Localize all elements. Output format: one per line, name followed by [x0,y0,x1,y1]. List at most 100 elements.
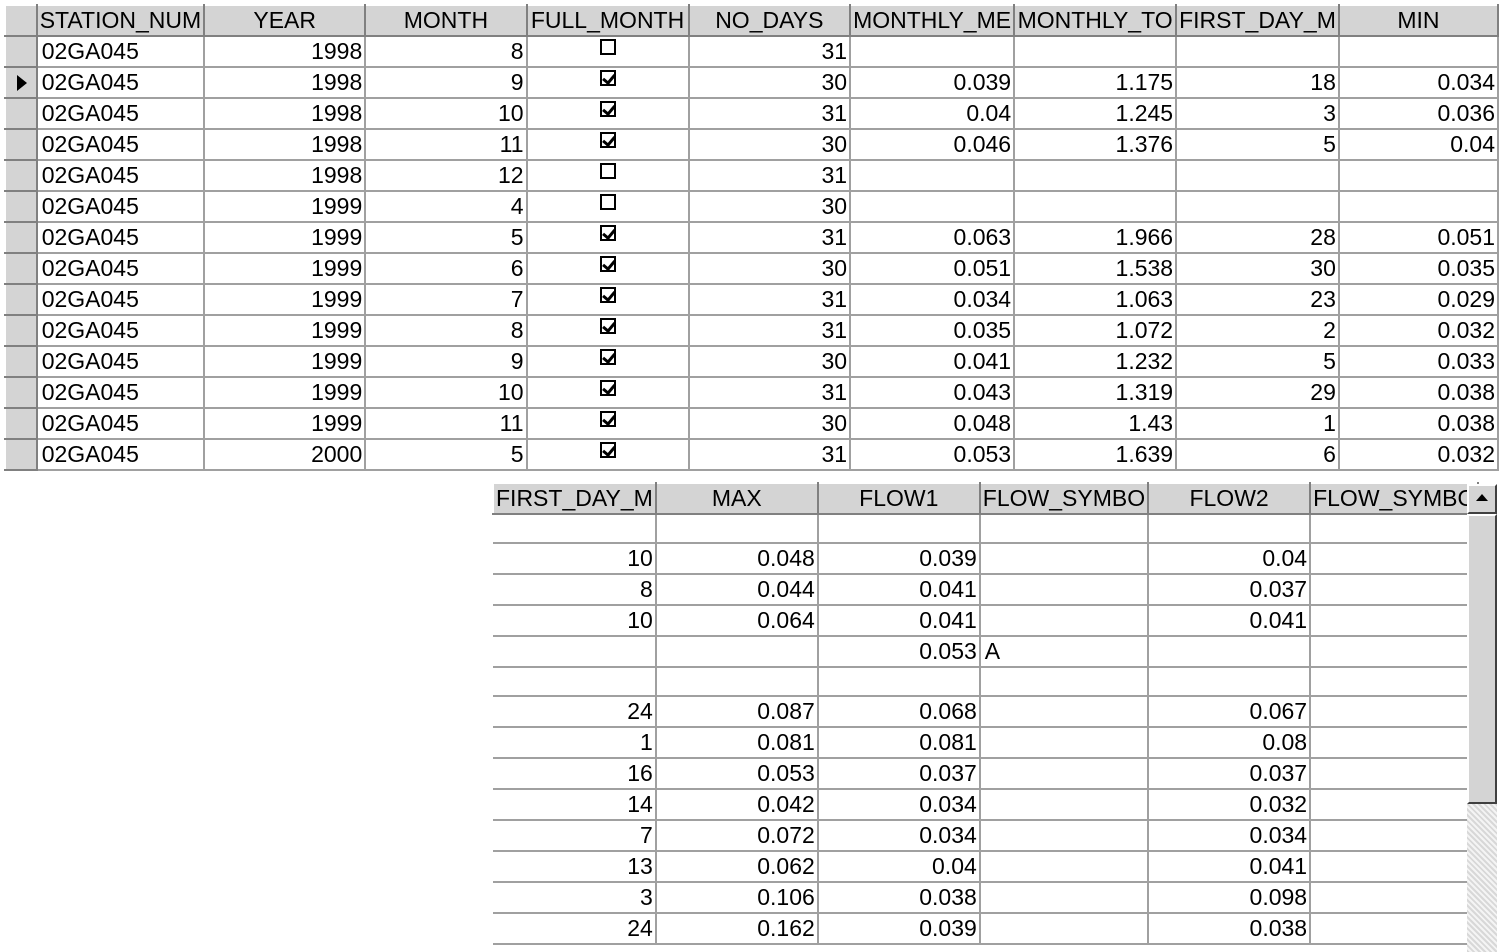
cell-month[interactable]: 5 [365,439,528,471]
cell-station-num[interactable]: 02GA045 [36,191,206,223]
cell-flow1[interactable] [817,667,981,697]
cell-monthly-me[interactable] [850,191,1016,223]
cell-no-days[interactable]: 31 [688,315,852,347]
cell-flow1[interactable]: 0.037 [817,758,981,790]
cell-station-num[interactable]: 02GA045 [36,98,206,130]
full-month-checkbox-cell[interactable] [526,222,690,254]
cell-flow-symbo[interactable] [1310,514,1480,544]
checked-checkbox-icon[interactable] [599,132,616,148]
row-selector[interactable] [4,314,38,347]
cell-flow2[interactable]: 0.037 [1148,574,1312,606]
table-row[interactable]: 02GA045 1998 12 31 [4,159,1499,192]
table-row[interactable]: 02GA045 1998 9 30 0.039 1.175 18 0.034 [4,66,1499,99]
table-row[interactable]: 02GA045 1998 8 31 [4,35,1499,68]
table-row[interactable]: 02GA045 1999 5 31 0.063 1.966 28 0.051 [4,221,1499,254]
cell-month[interactable]: 9 [365,67,528,99]
cell-flow1[interactable]: 0.081 [817,727,981,759]
cell-monthly-to[interactable]: 1.175 [1014,67,1178,99]
cell-min[interactable]: 0.033 [1338,346,1499,378]
cell-month[interactable]: 5 [365,222,528,254]
checked-checkbox-icon[interactable] [599,349,616,365]
cell-no-days[interactable]: 31 [688,284,852,316]
cell-flow-symbo[interactable] [979,696,1150,728]
cell-monthly-me[interactable]: 0.039 [850,67,1016,99]
cell-monthly-me[interactable]: 0.04 [850,98,1016,130]
checked-checkbox-icon[interactable] [599,70,616,86]
cell-monthly-to[interactable]: 1.319 [1014,377,1178,409]
cell-first-day-m[interactable]: 8 [493,574,657,606]
table-row[interactable]: 02GA045 1998 10 31 0.04 1.245 3 0.036 [4,97,1499,130]
cell-max[interactable]: 0.081 [655,727,819,759]
cell-flow-symbo[interactable] [979,543,1150,575]
full-month-checkbox-cell[interactable] [526,439,690,471]
cell-month[interactable]: 10 [365,377,528,409]
cell-month[interactable]: 11 [365,129,528,161]
cell-flow2[interactable]: 0.038 [1148,913,1312,945]
cell-min[interactable]: 0.035 [1338,253,1499,285]
full-month-checkbox-cell[interactable] [526,36,690,68]
cell-flow2[interactable] [1148,667,1312,697]
checked-checkbox-icon[interactable] [599,380,616,396]
checked-checkbox-icon[interactable] [599,287,616,303]
cell-max[interactable]: 0.053 [655,758,819,790]
row-selector[interactable] [4,376,38,409]
flow-data-grid[interactable]: FIRST_DAY_M MAX FLOW1 FLOW_SYMBO FLOW2 FLOW_S… [492,482,1480,945]
cell-first-day-m[interactable]: 3 [1176,98,1340,130]
cell-no-days[interactable]: 30 [688,191,852,223]
full-month-checkbox-cell[interactable] [526,160,690,192]
checked-checkbox-icon[interactable] [599,411,616,427]
full-month-checkbox-cell[interactable] [526,129,690,161]
cell-flow1[interactable]: 0.034 [817,820,981,852]
cell-year[interactable]: 1999 [204,253,367,285]
table-row[interactable]: 13 0.062 0.04 0.041 [493,851,1480,883]
cell-flow-symbo[interactable] [1310,574,1480,606]
cell-no-days[interactable]: 31 [688,36,852,68]
row-selector[interactable] [4,97,38,130]
cell-flow-symbo[interactable] [1310,636,1480,668]
cell-flow2[interactable]: 0.098 [1148,882,1312,914]
table-row[interactable]: 24 0.087 0.068 0.067 [493,696,1480,728]
cell-flow2[interactable]: 0.041 [1148,851,1312,883]
cell-year[interactable]: 1998 [204,129,367,161]
cell-first-day-m[interactable]: 3 [493,882,657,914]
cell-first-day-m[interactable]: 5 [1176,346,1340,378]
cell-monthly-me[interactable] [850,36,1016,68]
cell-min[interactable]: 0.038 [1338,408,1499,440]
cell-flow1[interactable]: 0.041 [817,574,981,606]
row-selector[interactable] [4,345,38,378]
column-header-flow-symbo[interactable]: FLOW_SYMBO [1309,482,1480,515]
cell-first-day-m[interactable]: 24 [493,913,657,945]
row-selector[interactable] [4,221,38,254]
checked-checkbox-icon[interactable] [599,442,616,458]
cell-first-day-m[interactable]: 1 [1176,408,1340,440]
row-selector[interactable] [4,66,38,99]
column-header-month[interactable]: MONTH [364,4,528,37]
cell-min[interactable]: 0.036 [1338,98,1499,130]
cell-flow-symbo[interactable] [1310,667,1480,697]
table-row[interactable]: 7 0.072 0.034 0.034 [493,820,1480,852]
cell-monthly-me[interactable]: 0.046 [850,129,1016,161]
cell-flow2[interactable] [1148,636,1312,668]
cell-first-day-m[interactable] [1176,191,1340,223]
row-selector[interactable] [4,407,38,440]
unchecked-checkbox-icon[interactable] [599,163,616,179]
cell-flow1[interactable]: 0.041 [817,605,981,637]
cell-month[interactable]: 11 [365,408,528,440]
cell-flow-symbo[interactable] [979,882,1150,914]
column-header-monthly-to[interactable]: MONTHLY_TO [1013,4,1178,37]
cell-max[interactable]: 0.062 [655,851,819,883]
cell-no-days[interactable]: 30 [688,253,852,285]
cell-first-day-m[interactable]: 13 [493,851,657,883]
cell-monthly-me[interactable]: 0.043 [850,377,1016,409]
full-month-checkbox-cell[interactable] [526,408,690,440]
cell-max[interactable] [655,636,819,668]
cell-monthly-to[interactable]: 1.376 [1014,129,1178,161]
cell-monthly-me[interactable]: 0.034 [850,284,1016,316]
cell-month[interactable]: 10 [365,98,528,130]
cell-min[interactable]: 0.029 [1338,284,1499,316]
cell-no-days[interactable]: 31 [688,98,852,130]
cell-no-days[interactable]: 30 [688,129,852,161]
cell-flow-symbo[interactable] [1310,882,1480,914]
cell-station-num[interactable]: 02GA045 [36,253,206,285]
cell-flow1[interactable]: 0.04 [817,851,981,883]
